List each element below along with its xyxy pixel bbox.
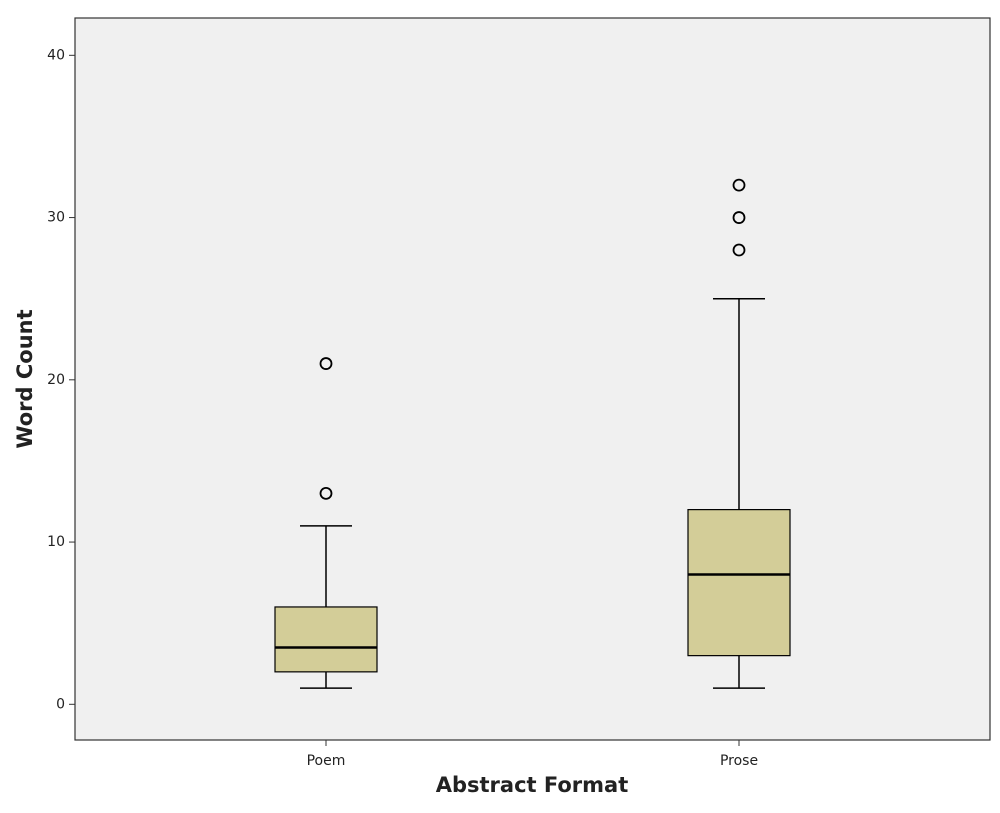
- box: [687, 509, 791, 657]
- y-tick-label: 10: [47, 534, 65, 550]
- x-axis-title: Abstract Format: [436, 773, 629, 797]
- outlier: [732, 211, 746, 224]
- y-tick-label: 0: [56, 696, 65, 712]
- outlier: [732, 178, 746, 192]
- y-tick-label: 20: [47, 372, 65, 388]
- y-tick-label: 40: [47, 47, 65, 63]
- x-tick-label: Poem: [307, 753, 346, 769]
- outlier: [319, 486, 333, 500]
- outlier: [319, 357, 333, 370]
- box: [274, 606, 378, 673]
- y-axis-title: Word Count: [13, 309, 37, 448]
- outlier: [732, 243, 746, 257]
- x-tick-label: Prose: [720, 753, 758, 769]
- y-tick-label: 30: [47, 210, 65, 226]
- plot-area: [74, 17, 991, 741]
